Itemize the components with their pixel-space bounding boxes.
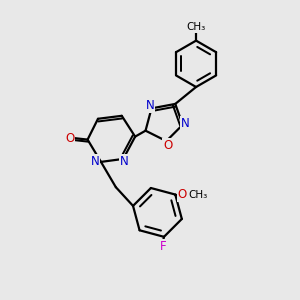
- Text: F: F: [160, 240, 167, 253]
- Text: CH₃: CH₃: [186, 22, 206, 32]
- Text: CH₃: CH₃: [189, 190, 208, 200]
- Text: N: N: [120, 155, 129, 168]
- Text: O: O: [178, 188, 187, 201]
- Text: O: O: [65, 132, 74, 145]
- Text: O: O: [163, 139, 172, 152]
- Text: N: N: [181, 117, 190, 130]
- Text: N: N: [146, 99, 154, 112]
- Text: N: N: [91, 155, 99, 168]
